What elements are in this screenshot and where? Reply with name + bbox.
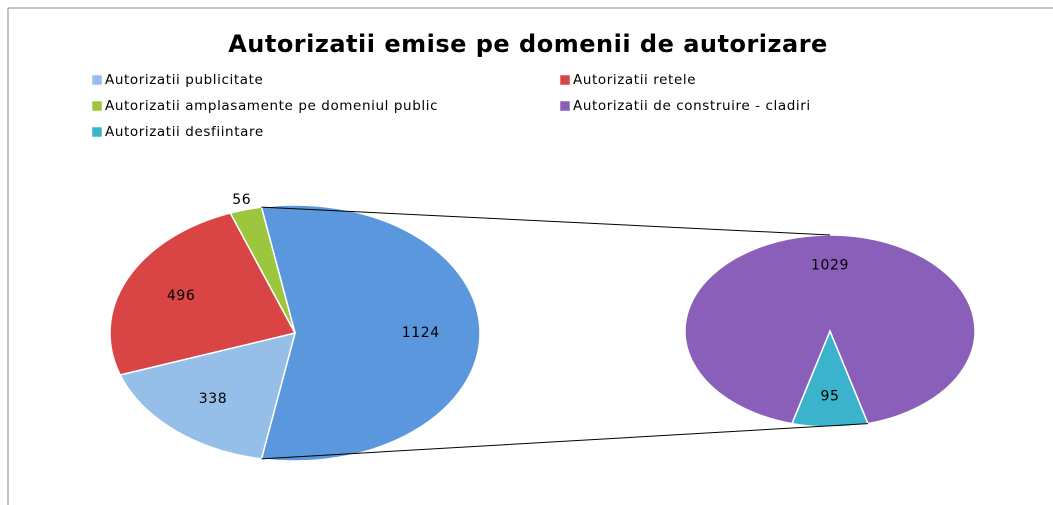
legend-swatch (559, 74, 571, 86)
pie-slice (109, 212, 297, 376)
data-label: 1029 (811, 258, 849, 274)
legend-label: Autorizatii desfiintare (105, 124, 264, 140)
data-label: 56 (232, 192, 251, 208)
connector-line (261, 206, 831, 236)
legend-label: Autorizatii publicitate (105, 72, 263, 88)
legend-swatch (91, 126, 103, 138)
legend-swatch (559, 100, 571, 112)
data-label: 496 (167, 288, 196, 304)
legend-label: Autorizatii retele (573, 72, 696, 88)
chart-title: Autorizatii emise pe domenii de autoriza… (228, 30, 828, 58)
pie-slice (684, 234, 976, 425)
data-label: 338 (199, 391, 228, 407)
connector-line (261, 423, 869, 460)
legend-swatch (91, 74, 103, 86)
data-label: 95 (820, 388, 839, 404)
pie-slice (229, 206, 296, 334)
legend-swatch (91, 100, 103, 112)
legend-label: Autorizatii de construire - cladiri (573, 98, 811, 114)
legend-label: Autorizatii amplasamente pe domeniul pub… (105, 98, 438, 114)
data-label: 1124 (402, 325, 440, 341)
